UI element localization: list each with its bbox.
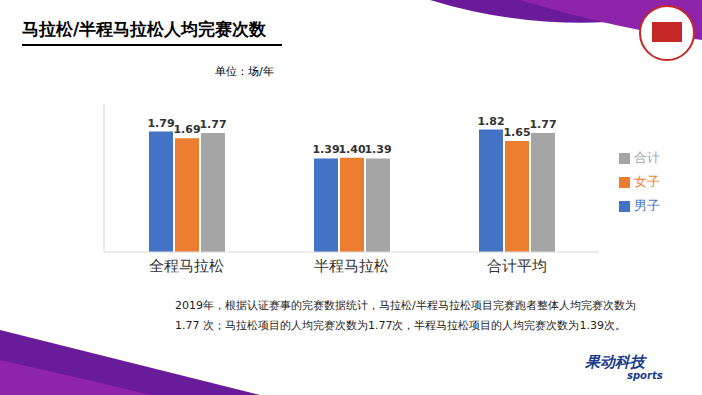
- html-text:合计: 合计: [634, 150, 660, 165]
- html-text:单位：场/年: 单位：场/年: [215, 65, 274, 78]
- html-text:果动科技: 果动科技: [585, 353, 645, 371]
- svg-text:1.79: 1.79: [147, 117, 174, 130]
- html-text:马拉松/半程马拉松人均完赛次数: 马拉松/半程马拉松人均完赛次数: [22, 19, 267, 39]
- html-text:男子: 男子: [634, 198, 660, 213]
- html-text:2019年，根据认证赛事的完赛数据统计，马拉松/半程马拉松项: 2019年，根据认证赛事的完赛数据统计，马拉松/半程马拉松项目完赛跑者整体人均完…: [175, 299, 636, 332]
- svg-text:1.77: 1.77: [199, 118, 226, 131]
- html-text:sports: sports: [627, 370, 663, 381]
- svg-text:1.77: 1.77: [529, 118, 556, 131]
- svg-text:1.69: 1.69: [173, 123, 200, 136]
- svg-text:1.39: 1.39: [364, 143, 391, 156]
- svg-text:1.39: 1.39: [312, 143, 339, 156]
- svg-text:半程马拉松: 半程马拉松: [314, 257, 389, 275]
- svg-text:1.82: 1.82: [477, 115, 504, 128]
- svg-text:合计平均: 合计平均: [487, 257, 547, 275]
- svg-text:1.65: 1.65: [503, 126, 530, 139]
- svg-text:1.40: 1.40: [338, 143, 365, 156]
- html-text:女子: 女子: [634, 174, 660, 189]
- svg-text:全程马拉松: 全程马拉松: [149, 257, 224, 275]
